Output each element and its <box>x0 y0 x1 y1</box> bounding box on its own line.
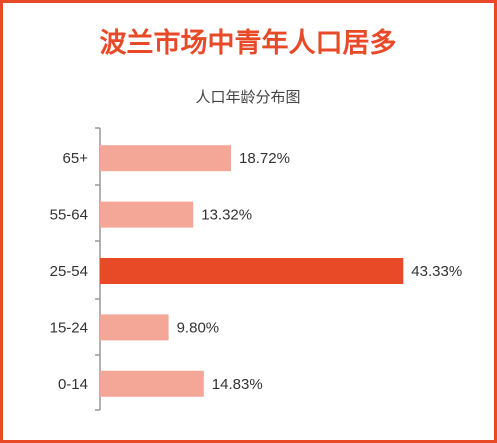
bar <box>100 370 204 397</box>
value-label: 43.33% <box>411 263 462 280</box>
bar <box>100 145 232 172</box>
y-tick-label: 25-54 <box>50 263 88 280</box>
y-tick-label: 0-14 <box>58 376 88 393</box>
y-tick-label: 15-24 <box>50 319 88 336</box>
value-label: 14.83% <box>212 376 263 393</box>
chart-title: 波兰市场中青年人口居多 <box>100 27 397 58</box>
value-label: 18.72% <box>239 150 290 167</box>
bar <box>100 314 169 341</box>
chart-subtitle: 人口年龄分布图 <box>195 89 300 106</box>
y-tick-label: 65+ <box>63 150 89 167</box>
value-label: 13.32% <box>201 207 252 224</box>
bar <box>100 201 194 228</box>
value-label: 9.80% <box>177 319 220 336</box>
bar <box>100 258 404 284</box>
y-tick-label: 55-64 <box>50 207 88 224</box>
